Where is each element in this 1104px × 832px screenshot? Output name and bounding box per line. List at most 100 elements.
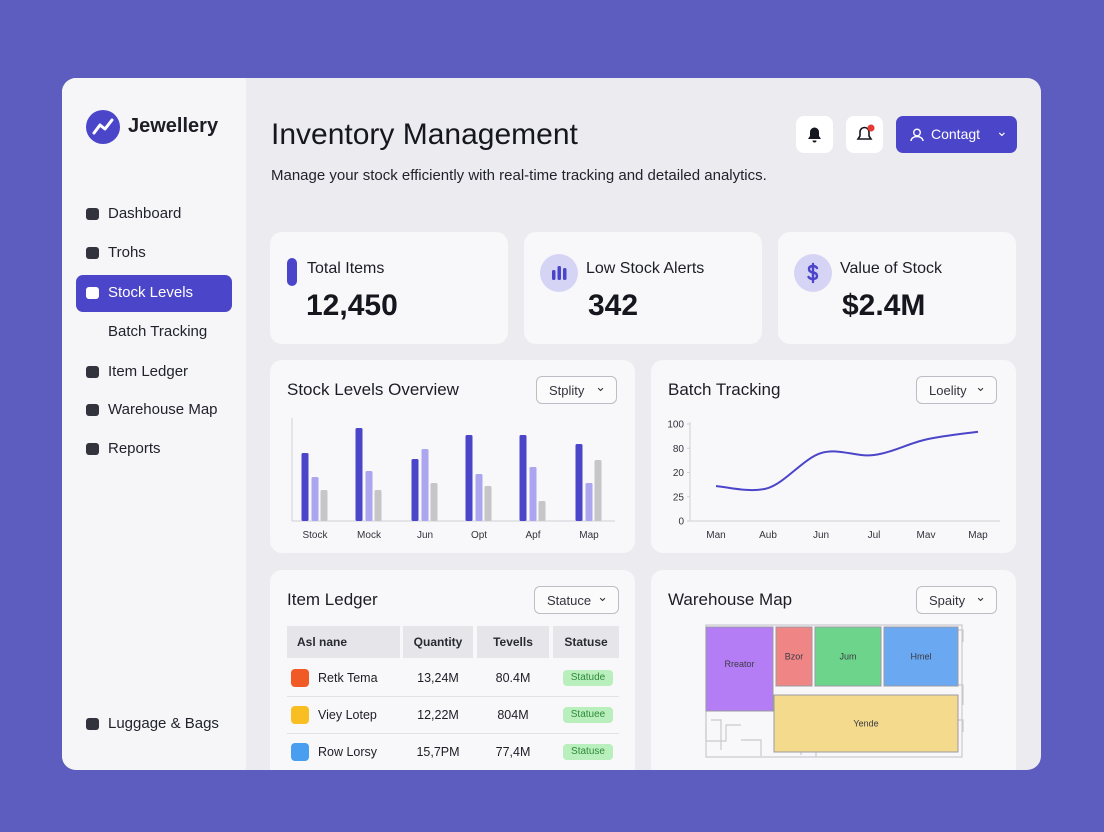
zone [705,626,774,712]
table-header: Tevells [477,626,549,658]
row-swatch [291,669,309,687]
card-title: Stock Levels Overview [287,380,459,399]
y-tick-label: 100 [667,420,684,431]
app-window: Jewellery Luggage & Bags Dashboard Trohs S… [62,78,1041,770]
bell-button[interactable] [796,116,833,153]
ledger-card: Item Ledger Statuce Asl naneQuantityTeve… [270,570,635,770]
bar [365,471,373,521]
stat-value: 342 [588,289,639,322]
x-tick-label: Opt [471,530,487,541]
bar [585,483,593,521]
line [715,430,979,492]
table-cell: Row Lorsy [318,745,378,759]
bar [575,444,583,521]
bar [301,453,309,521]
sidebar: Jewellery Luggage & Bags Dashboard Trohs S… [62,78,246,770]
stat-value: 12,450 [306,289,398,322]
x-tick-label: Aub [759,530,777,541]
bar [411,459,419,521]
stat-icon [540,254,578,292]
stat-value: $2.4M [842,289,926,322]
nav-item[interactable]: Batch Tracking [108,323,208,340]
bar [484,486,492,521]
zone-label: Jum [839,652,856,662]
card-title: Warehouse Map [668,590,793,609]
table-cell: 13,24M [417,671,459,685]
nav-icon [86,287,99,299]
nav-item[interactable]: Stock Levels [108,284,194,301]
nav-item[interactable]: Dashboard [108,205,182,222]
x-tick-label: Map [579,530,599,541]
brand-name: Jewellery [128,115,219,137]
notification-button[interactable] [846,116,883,153]
bar-chart: Stock Mock Jun Opt Apf Map [291,418,615,541]
stock-chart-card: Stock Levels Overview Stplity Stock Mock J… [270,360,635,553]
nav-item[interactable]: Luggage & Bags [108,715,219,732]
table-cell: 15,7PM [416,745,460,759]
table-header: Asl nane [287,626,400,658]
stat-label: Value of Stock [840,260,942,277]
x-tick-label: Jun [813,530,829,541]
stat-label: Total Items [307,260,385,277]
nav-item[interactable]: Reports [108,440,161,457]
bar [529,467,537,521]
zone [773,694,959,753]
line-chart-card: Batch Tracking Loelity 100 80 20 25 0 Man Aub J… [651,360,1016,553]
nav-item[interactable]: Item Ledger [108,363,189,380]
stat-icon [287,258,297,286]
bar [421,449,429,521]
x-tick-label: Stock [302,530,328,541]
table-cell: 80.4M [495,671,531,685]
table-header: Statuse [553,626,619,658]
stat-label: Low Stock Alerts [586,260,705,277]
bar [538,501,546,521]
card-title: Item Ledger [287,590,378,609]
zone-label: Yende [853,719,878,729]
status-badge: Statuse [563,744,613,760]
y-tick-label: 80 [673,444,685,455]
bar [430,483,438,521]
x-tick-label: Jul [868,530,881,541]
table-cell: 804M [497,708,529,722]
status-badge: Statuee [563,707,613,723]
x-tick-label: Mav [917,530,936,541]
bar [374,490,382,521]
nav-icon [86,718,99,730]
zone-label: Rreator [724,659,754,669]
table-header: Quantity [403,626,473,658]
bar [475,474,483,521]
brand-logo [86,110,120,144]
page-title: Inventory Management [271,118,578,151]
dropdown[interactable]: Loelity [916,373,997,404]
y-tick-label: 0 [678,517,684,528]
bar [519,435,527,521]
stat-card: Total Items 12,450 [270,232,508,344]
stat-card: Value of Stock $2.4M [778,232,1016,344]
contact-button[interactable]: Contagt ⌄ [896,116,1017,153]
x-tick-label: Map [968,530,988,541]
nav-icon [86,404,99,416]
contact-label: Contagt [931,126,981,142]
zone [775,626,813,687]
table-cell: 77,4M [495,745,531,759]
bar [320,490,328,521]
x-tick-label: Man [706,530,725,541]
zone-label: Hmel [910,652,931,662]
table-cell: 12,22M [417,708,459,722]
line-chart: 100 80 20 25 0 Man Aub Jun Jul Mav Map [667,420,1000,541]
table-cell: Retk Tema [318,671,378,685]
dropdown[interactable]: Stplity [536,373,617,404]
y-tick-label: 20 [673,468,685,479]
zone [814,626,882,687]
stat-icon [794,254,832,292]
nav-item[interactable]: Trohs [108,244,146,261]
row-divider [287,696,619,697]
warehouse-card: Warehouse Map Spaity Rreator Bzor Jum Hmel Y… [651,570,1016,770]
nav-icon [86,366,99,378]
dropdown[interactable]: Spaity [916,583,997,614]
dropdown[interactable]: Statuce [534,583,619,614]
stat-card: Low Stock Alerts 342 [524,232,762,344]
y-tick-label: 25 [673,492,685,503]
nav-item[interactable]: Warehouse Map [108,401,218,418]
